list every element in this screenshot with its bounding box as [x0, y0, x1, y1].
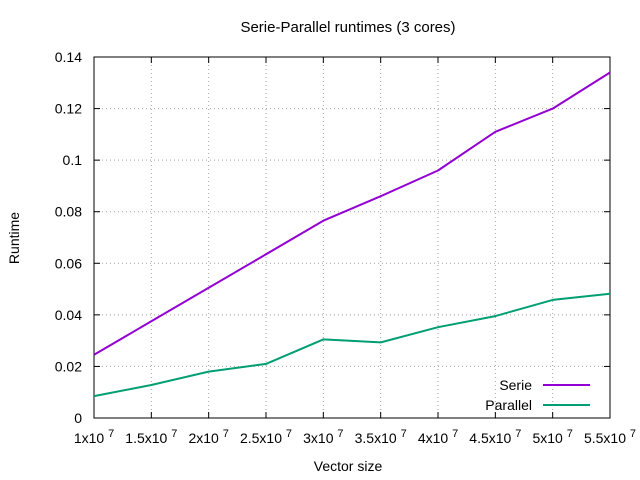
y-tick-label: 0.04	[55, 307, 82, 323]
grid-layer	[94, 57, 610, 418]
x-tick-label: 4.5x10 7	[469, 428, 521, 446]
x-tick-label: 2x10 7	[188, 428, 228, 446]
series-layer	[93, 71, 611, 398]
x-tick-label: 3x10 7	[303, 428, 343, 446]
y-tick-label: 0.14	[55, 49, 82, 65]
tick-label-layer: 0 0.02 0.04 0.06 0.08 0.1 0.12 0.14 1x10 7 1.5x10…	[55, 49, 636, 446]
legend-label-serie: Serie	[499, 377, 532, 393]
x-tick-label: 1.5x10 7	[125, 428, 177, 446]
x-tick-label: 5.5x10 7	[584, 428, 636, 446]
y-tick-label: 0.12	[55, 101, 82, 117]
legend: Serie Parallel	[485, 377, 590, 413]
y-tick-label: 0.1	[63, 152, 83, 168]
plot-frame	[93, 56, 611, 419]
series-line-serie	[93, 71, 611, 356]
x-tick-label: 5x10 7	[532, 428, 572, 446]
y-tick-label: 0.06	[55, 255, 82, 271]
y-axis-label: Runtime	[6, 212, 22, 264]
x-tick-label: 3.5x10 7	[355, 428, 407, 446]
x-tick-label: 1x10 7	[74, 428, 114, 446]
y-tick-label: 0	[74, 410, 82, 426]
series-line-parallel	[93, 292, 611, 398]
legend-label-parallel: Parallel	[485, 397, 532, 413]
x-axis-label: Vector size	[314, 458, 383, 474]
tick-layer	[93, 56, 611, 419]
y-tick-label: 0.02	[55, 358, 82, 374]
chart-title: Serie-Parallel runtimes (3 cores)	[240, 19, 455, 36]
y-tick-label: 0.08	[55, 204, 82, 220]
x-tick-label: 4x10 7	[418, 428, 458, 446]
x-tick-label: 2.5x10 7	[240, 428, 292, 446]
